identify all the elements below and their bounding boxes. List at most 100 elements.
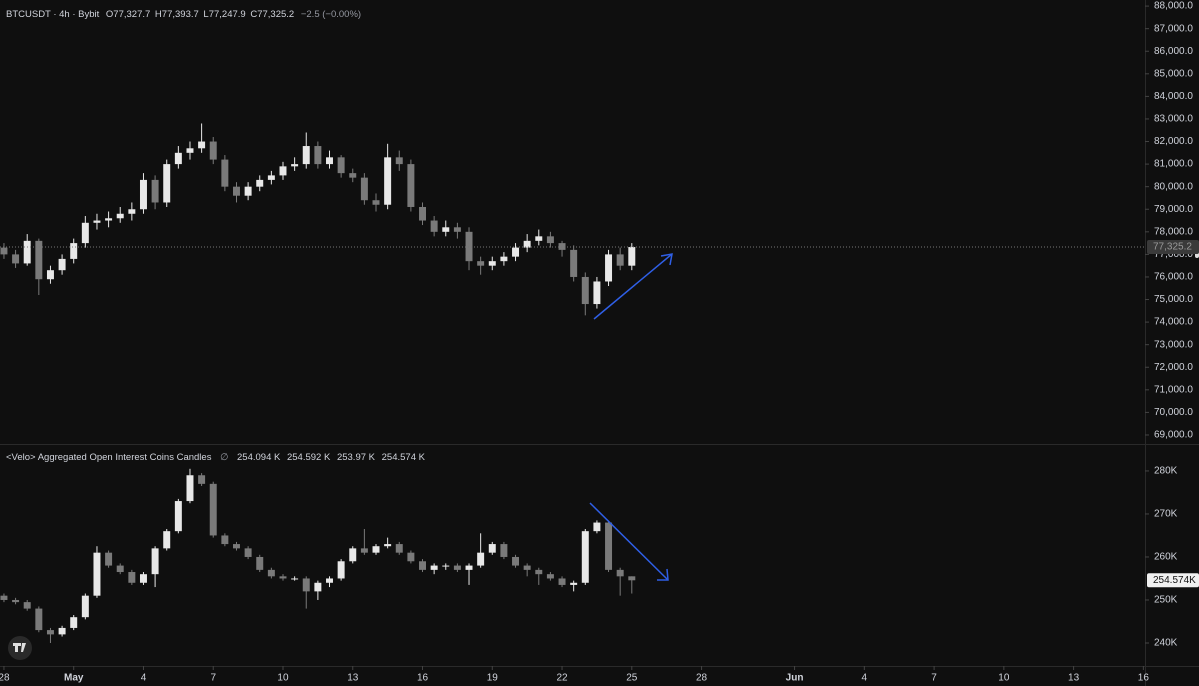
trend-arrow: [593, 253, 673, 320]
candle-body: [372, 546, 380, 553]
y-tick-label: 77,000.0: [1154, 249, 1193, 260]
y-tick-label: 250K: [1154, 595, 1178, 606]
candle-body: [581, 531, 589, 583]
y-tick-label: 86,000.0: [1154, 46, 1193, 57]
candle-body: [593, 281, 601, 305]
candle-body: [70, 617, 78, 628]
ohlc-label: L: [203, 9, 208, 20]
y-tick-label: 76,000.0: [1154, 272, 1193, 283]
candle-body: [512, 556, 520, 566]
ohlc-label: H: [155, 9, 162, 20]
indicator-value: 253.97 K: [337, 452, 376, 463]
indicator-title: <Velo> Aggregated Open Interest Coins Ca…: [6, 452, 212, 463]
candle-body: [442, 565, 450, 567]
ohlc-value: 77,325.2: [257, 9, 294, 20]
symbol-title: BTCUSDT · 4h · Bybit: [6, 9, 100, 20]
x-tick-label: 28: [0, 673, 10, 684]
candle-body: [12, 599, 20, 603]
x-tick-label: 4: [862, 673, 868, 684]
candle-body: [442, 227, 450, 232]
candle-body: [128, 572, 136, 583]
y-tick-label: 78,000.0: [1154, 226, 1193, 237]
candle-body: [430, 220, 438, 232]
candle-body: [23, 602, 31, 609]
candle-body: [244, 186, 252, 196]
x-tick-label: 16: [1138, 673, 1150, 684]
y-tick-label: 69,000.0: [1154, 430, 1193, 441]
candle-body: [46, 270, 54, 280]
x-tick-label: 28: [696, 673, 708, 684]
candle-body: [395, 544, 403, 553]
candle-body: [337, 157, 345, 174]
trend-arrow: [589, 502, 669, 581]
indicator-value: 254.094 K: [237, 452, 281, 463]
candle-body: [116, 565, 124, 573]
candle-body: [151, 548, 159, 575]
y-tick-label: 81,000.0: [1154, 159, 1193, 170]
candle-body: [198, 141, 206, 149]
candle-body: [465, 565, 473, 570]
candle-body: [628, 247, 636, 266]
candle-body: [500, 256, 508, 262]
y-tick-label: 72,000.0: [1154, 362, 1193, 373]
candle-body: [279, 576, 287, 579]
candle-body: [174, 501, 182, 532]
x-tick-label: 16: [417, 673, 429, 684]
change: −2.5 (−0.00%): [301, 9, 361, 20]
y-tick-label: 240K: [1154, 638, 1178, 649]
y-tick-label: 87,000.0: [1154, 23, 1193, 34]
candle-body: [58, 627, 66, 635]
candle-body: [523, 565, 531, 570]
candle-body: [221, 159, 229, 187]
candle-body: [302, 578, 310, 592]
candle-body: [163, 164, 171, 203]
candle-body: [279, 166, 287, 176]
y-tick-label: 73,000.0: [1154, 339, 1193, 350]
candle-body: [128, 209, 136, 214]
x-tick-label: 7: [931, 673, 937, 684]
candle-body: [81, 222, 89, 244]
candle-body: [337, 561, 345, 579]
candle-body: [163, 531, 171, 549]
candle-body: [232, 544, 240, 549]
candle-body: [105, 218, 113, 221]
y-tick-label: 71,000.0: [1154, 384, 1193, 395]
y-tick-label: 88,000.0: [1154, 1, 1193, 12]
candle-body: [558, 578, 566, 585]
candle-body: [360, 177, 368, 201]
candle-body: [605, 522, 613, 570]
candle-body: [360, 548, 368, 553]
candle-body: [326, 157, 333, 165]
candle-body: [70, 243, 78, 259]
candle-body: [81, 595, 89, 618]
candle-body: [535, 236, 543, 241]
candle-body: [0, 247, 8, 255]
ohlc-label: O: [106, 9, 113, 20]
indicator-symbol: ∅: [220, 452, 228, 463]
x-tick-label: 10: [998, 673, 1010, 684]
candle-body: [139, 574, 147, 583]
candle-body: [477, 552, 485, 566]
candle-body: [384, 544, 392, 547]
candle-body: [558, 243, 566, 250]
candle-body: [546, 574, 554, 579]
candle-body: [523, 240, 531, 248]
x-tick-label: 4: [141, 673, 147, 684]
candle-body: [186, 475, 194, 502]
candle-body: [546, 236, 554, 244]
x-tick-label: 25: [626, 673, 638, 684]
candle-body: [453, 565, 461, 570]
candle-body: [570, 249, 578, 277]
y-tick-label: 260K: [1154, 552, 1178, 563]
candle-body: [302, 146, 310, 165]
logo[interactable]: [8, 636, 32, 660]
x-tick-label: May: [64, 673, 84, 684]
indicator-header: <Velo> Aggregated Open Interest Coins Ca…: [6, 452, 426, 463]
candle-body: [500, 544, 508, 557]
candle-body: [419, 206, 427, 221]
x-tick-label: 7: [210, 673, 216, 684]
candle-body: [372, 200, 380, 205]
candle-body: [628, 576, 636, 581]
candle-body: [0, 595, 8, 600]
